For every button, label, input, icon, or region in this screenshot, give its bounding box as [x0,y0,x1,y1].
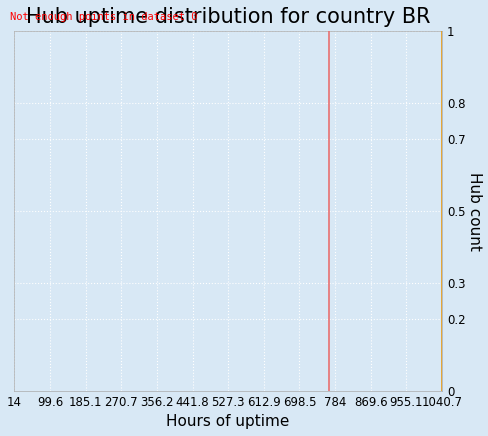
Text: Not enough points in dataset 0: Not enough points in dataset 0 [10,12,197,22]
X-axis label: Hours of uptime: Hours of uptime [166,414,289,429]
Title: Hub uptime distribution for country BR: Hub uptime distribution for country BR [26,7,429,27]
Y-axis label: Hub count: Hub count [466,171,481,250]
